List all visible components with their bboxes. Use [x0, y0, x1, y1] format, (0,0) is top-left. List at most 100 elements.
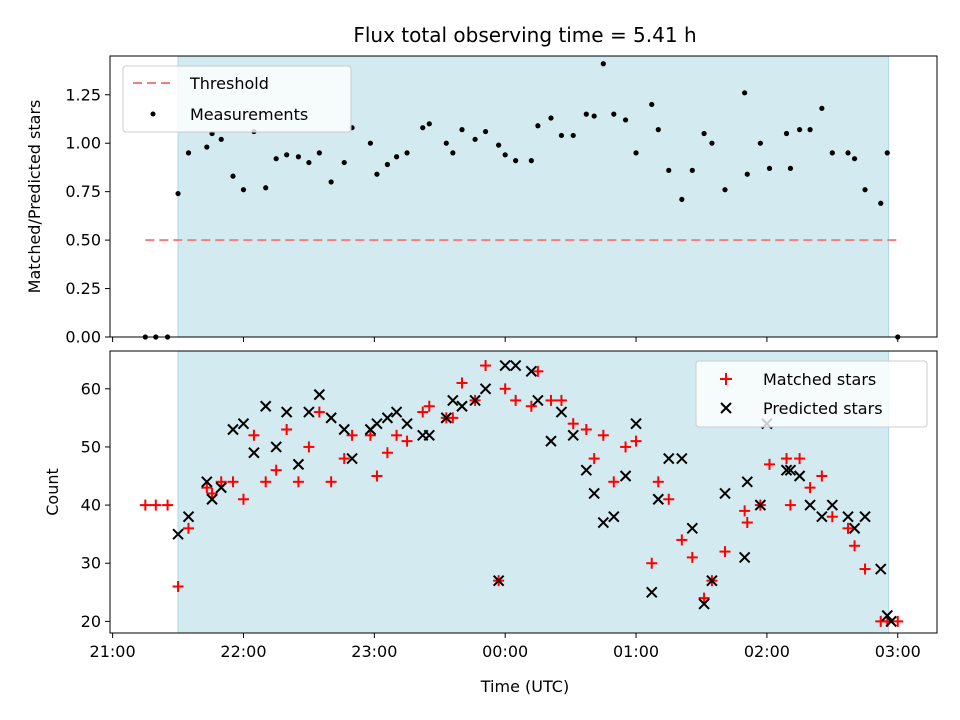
predicted-star-point: [706, 574, 718, 587]
predicted-star-stroke-b: [456, 400, 468, 412]
predicted-star-point: [280, 406, 293, 418]
matched-star-point: [248, 429, 260, 441]
predicted-star-stroke-b: [292, 458, 305, 471]
matched-star-point: [826, 511, 838, 523]
measurement-point: [757, 140, 763, 146]
matched-star-point: [215, 476, 227, 488]
matched-star-point: [686, 551, 698, 563]
measurement-point: [204, 144, 210, 150]
measurement-point: [583, 111, 589, 117]
matched-star-point: [139, 499, 151, 511]
measurement-point: [884, 150, 890, 156]
predicted-star-point: [630, 417, 642, 430]
measurement-point: [295, 154, 302, 160]
measurement-point: [649, 101, 655, 108]
top-ytick-label: 0.00: [65, 328, 101, 347]
matched-star-point: [423, 400, 435, 412]
bottom-panel: 20 30 40 50 60 21:00 22:00 23:00 00:00 01:00 02:00…: [43, 350, 938, 696]
predicted-star-point: [499, 359, 511, 372]
matched-star-point: [371, 470, 383, 482]
predicted-star-point: [885, 615, 897, 628]
predicted-star-point: [270, 441, 282, 453]
predicted-star-point: [303, 406, 315, 418]
measurement-point: [443, 140, 449, 146]
bottom-legend-box: [695, 360, 928, 428]
measurement-point: [655, 127, 661, 133]
measurement-point: [851, 156, 858, 162]
measurement-point: [570, 132, 576, 139]
top-marks: [142, 56, 901, 340]
measurement-point: [783, 130, 790, 137]
matched-star-point: [739, 505, 751, 517]
chart-title: Flux total observing time = 5.41 h: [353, 23, 696, 47]
measurement-point: [722, 187, 728, 193]
matched-star-point: [364, 429, 376, 441]
matched-star-point: [183, 522, 195, 534]
predicted-star-point: [848, 522, 861, 535]
matched-star-point: [417, 406, 429, 418]
predicted-star-point: [646, 586, 658, 599]
predicted-star-point: [780, 464, 793, 476]
measurement-point: [535, 123, 541, 129]
measurement-point: [845, 150, 851, 156]
matched-star-point: [510, 394, 522, 406]
measurement-point: [709, 140, 715, 146]
top-ytick-label: 1.00: [65, 134, 101, 153]
measurement-point: [185, 150, 192, 156]
measurement-point: [316, 150, 322, 156]
measurement-point: [230, 173, 236, 179]
matched-star-point: [401, 435, 413, 447]
measurement-point: [240, 187, 247, 193]
measurement-point: [404, 150, 410, 156]
predicted-star-point: [676, 452, 688, 465]
bottom-legend: Matched stars Predicted stars: [695, 360, 928, 428]
measurement-point: [611, 111, 617, 117]
predicted-star-point: [492, 574, 505, 587]
predicted-star-point: [292, 458, 305, 471]
measurement-point: [384, 161, 391, 168]
bottom-marks: [139, 351, 904, 633]
legend-predicted-label: Predicted stars: [763, 399, 883, 418]
predicted-star-stroke-b: [499, 359, 511, 372]
predicted-star-stroke-b: [440, 412, 453, 424]
matched-star-point: [784, 499, 796, 511]
predicted-star-stroke-b: [780, 464, 793, 476]
predicted-star-stroke-b: [842, 511, 854, 523]
predicted-star-stroke-b: [784, 464, 797, 476]
measurement-point: [218, 136, 224, 142]
predicted-star-stroke-b: [686, 522, 699, 535]
bottom-ticks: 20 30 40 50 60 21:00 22:00 23:00 00:00 01:00 02:00…: [81, 379, 921, 661]
matched-star-point: [630, 435, 642, 447]
predicted-star-stroke-b: [881, 609, 893, 622]
predicted-star-point: [182, 511, 195, 523]
predicted-star-stroke-b: [885, 615, 897, 628]
matched-star-point: [794, 453, 806, 465]
predicted-star-point: [784, 464, 797, 476]
matched-star-point: [646, 557, 658, 569]
predicted-star-point: [227, 423, 239, 436]
predicted-star-stroke-b: [172, 528, 184, 540]
predicted-star-stroke-b: [646, 586, 658, 599]
predicted-star-point: [545, 435, 557, 447]
predicted-star-stroke-b: [676, 452, 688, 465]
predicted-star-point: [201, 476, 213, 488]
predicted-star-stroke-b: [532, 394, 544, 407]
predicted-star-stroke-b: [567, 429, 579, 442]
measurement-point: [273, 156, 279, 162]
matched-star-point: [525, 400, 537, 412]
measurement-point: [797, 127, 803, 133]
bot-ytick-label: 50: [81, 437, 101, 456]
predicted-star-point: [456, 400, 468, 412]
matched-star-point: [532, 365, 544, 377]
predicted-star-stroke-b: [804, 499, 816, 511]
predicted-star-stroke-b: [826, 499, 839, 511]
predicted-star-point: [754, 499, 767, 511]
predicted-star-point: [248, 447, 260, 459]
predicted-star-point: [738, 551, 751, 564]
predicted-star-point: [804, 499, 816, 511]
top-y-axis-label: Matched/Predicted stars: [25, 100, 44, 294]
matched-star-point: [567, 418, 579, 430]
measurement-point: [263, 185, 269, 191]
matched-star-point: [237, 493, 249, 505]
measurement-point: [829, 150, 835, 156]
